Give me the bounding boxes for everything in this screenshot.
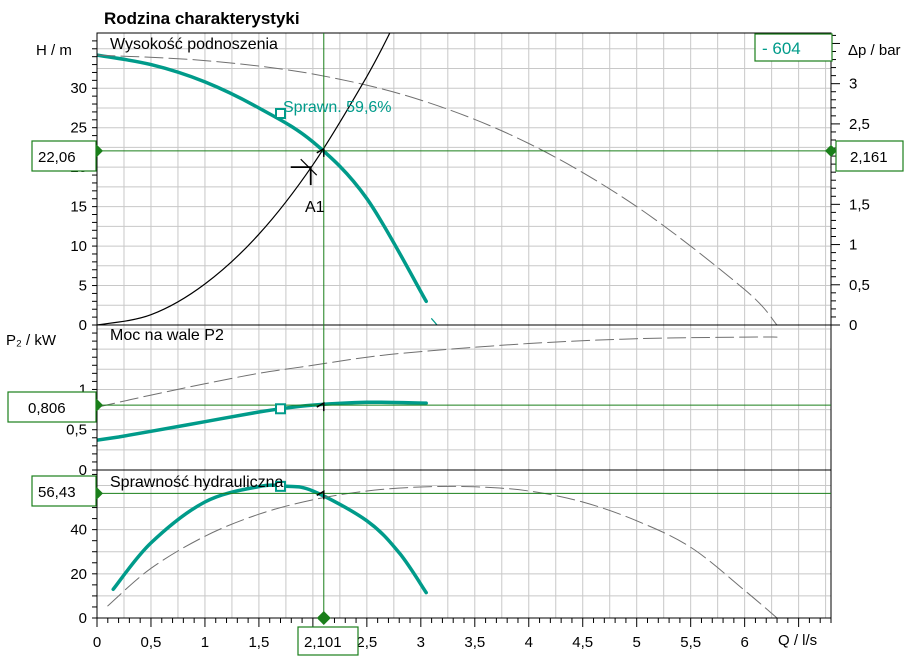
operating-point-marker (316, 147, 325, 157)
efficiency-annotation: Sprawn. 59,6% (283, 99, 392, 116)
y-tick-label: 5 (79, 278, 87, 295)
x-tick-label: 3,5 (464, 634, 485, 651)
svg-text:0,806: 0,806 (28, 400, 66, 417)
dp-readout: 2,161 (835, 140, 904, 172)
head-panel-title: Wysokość podnoszenia (110, 36, 278, 53)
svg-text:22,06: 22,06 (38, 149, 76, 166)
efficiency-readout: 56,43 (31, 475, 97, 507)
y2-tick-label: 0 (849, 317, 857, 334)
y-tick-label: 20 (70, 566, 87, 583)
x-tick-label: 4,5 (572, 634, 593, 651)
operating-point-marker (316, 401, 325, 412)
svg-text:2,101: 2,101 (304, 634, 342, 651)
y-tick-label: 0 (79, 462, 87, 479)
y-tick-label: 25 (70, 120, 87, 137)
power-axis-label: P₂ / kW (6, 332, 57, 349)
series-line (97, 33, 391, 325)
x-tick-label: 1,5 (248, 634, 269, 651)
x-tick-label: 0,5 (141, 634, 162, 651)
bep-marker (275, 107, 286, 119)
y2-tick-label: 1,5 (849, 196, 870, 213)
series-line (97, 336, 778, 408)
y2-tick-label: 1 (849, 237, 857, 254)
y-tick-label: 0 (79, 317, 87, 334)
chart-title: Rodzina charakterystyki (104, 9, 300, 28)
flow-axis-label: Q / l/s (778, 632, 817, 649)
series-line (111, 483, 428, 595)
efficiency-panel-title: Sprawność hydrauliczna (110, 474, 284, 491)
bep-marker (275, 480, 286, 492)
y-tick-label: 15 (70, 199, 87, 216)
x-tick-label: 3 (417, 634, 425, 651)
y2-tick-label: 2,5 (849, 116, 870, 133)
series-line (97, 53, 428, 304)
series-line (107, 485, 778, 618)
y2-tick-label: 3 (849, 76, 857, 93)
series-line (97, 400, 428, 442)
x-tick-label: 2,5 (356, 634, 377, 651)
panel-1-series (97, 336, 778, 442)
y-tick-label: 1 (79, 381, 87, 398)
y-tick-label: 30 (70, 80, 87, 97)
y-tick-label: 10 (70, 238, 87, 255)
rated-point-marker (300, 158, 318, 176)
head-readout: 22,06 (31, 140, 97, 172)
y-tick-label: 40 (70, 522, 87, 539)
panel-frame (96, 32, 832, 326)
series-line (431, 318, 438, 325)
pump-id-box: - 604 (754, 33, 833, 62)
y-tick-label: 0,5 (66, 422, 87, 439)
operating-point-marker (316, 490, 325, 500)
x-tick-label: 4 (525, 634, 533, 651)
x-tick-label: 0 (93, 634, 101, 651)
readout-diamond (316, 611, 331, 625)
panel-frame (96, 324, 832, 471)
y-tick-label: 0 (79, 610, 87, 627)
x-tick-label: 5 (633, 634, 641, 651)
operating-point-label: A1 (305, 199, 325, 216)
series-line (97, 54, 778, 325)
x-tick-label: 5,5 (680, 634, 701, 651)
svg-text:- 604: - 604 (762, 39, 801, 58)
rated-point-marker (290, 166, 312, 186)
bep-marker (275, 403, 286, 415)
readout-diamond (825, 144, 837, 157)
svg-text:56,43: 56,43 (38, 484, 76, 501)
x-tick-label: 6 (740, 634, 748, 651)
svg-text:2,161: 2,161 (850, 149, 888, 166)
panel-0-series (97, 33, 778, 325)
power-panel-title: Moc na wale P2 (110, 327, 224, 344)
power-readout: 0,806 (7, 391, 97, 423)
dp-axis-label: Δp / bar (848, 42, 901, 59)
head-axis-label: H / m (36, 42, 72, 59)
y2-tick-label: 0,5 (849, 277, 870, 294)
flow-readout: 2,101 (297, 626, 359, 656)
x-tick-label: 1 (201, 634, 209, 651)
